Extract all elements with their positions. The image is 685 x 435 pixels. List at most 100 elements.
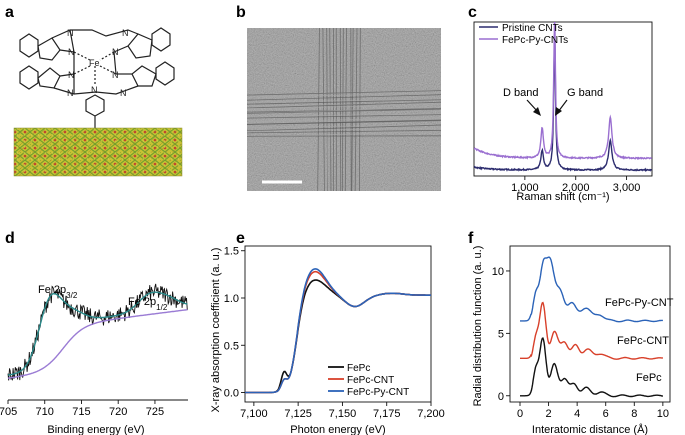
xanes-legend-entry: FePc [347,363,370,374]
tube-wall-line [247,127,441,132]
n-atom-label: N [68,70,75,80]
tube-wall-line [247,113,441,117]
tube-wall-line [247,124,441,132]
tube-wall-line [247,129,441,134]
panel-e-label: e [236,230,245,247]
raman-series-line [474,34,652,172]
rdf-series-label: FePc-Py-CNT [605,297,674,309]
rdf-series-line [520,301,664,360]
xanes-series-line [245,268,431,394]
raman-x-axis-label: Raman shift (cm⁻¹) [516,191,609,203]
xps-x-tick-label: 705 [0,406,17,418]
raman-x-tick-label: 1,000 [511,182,539,194]
xanes-x-tick-label: 7,200 [417,408,445,420]
rdf-x-tick-label: 4 [574,408,580,420]
xanes-legend-entry: FePc-CNT [347,375,394,386]
tube-wall-line [247,118,441,125]
panel-d-label: d [5,230,15,247]
xanes-y-tick-label: 0.0 [224,388,239,400]
xps-background-line [7,309,188,379]
g-band-arrowhead [555,107,562,116]
xanes-series-line [245,270,431,394]
tube-wall-line [341,28,346,191]
tube-wall-line [247,119,441,125]
rdf-series-line [520,256,663,323]
tube-wall-line [247,92,441,98]
d-band-arrowhead [533,107,541,116]
raman-legend-entry: Pristine CNTs [502,23,563,34]
rdf-x-tick-label: 0 [517,408,523,420]
rdf-y-tick-label: 5 [498,328,504,340]
tube-wall-line [247,90,441,96]
panel-c-label: c [468,4,477,21]
rdf-x-tick-label: 2 [546,408,552,420]
fe-2p12-annotation: Fe 2p1/2 [128,296,168,312]
n-atom-label: N [122,28,129,38]
tube-wall-line [247,117,441,123]
tube-wall-line [247,104,441,110]
rdf-y-axis-label: Radial distribution function (a. u.) [472,246,484,407]
raman-chart: 1,000 2,000 3,000 Raman shift (cm⁻¹) Prist… [473,21,653,203]
xps-x-axis-label: Binding energy (eV) [47,424,144,435]
xanes-x-tick-label: 7,125 [284,408,312,420]
n-atom-label: N [68,47,75,57]
rdf-x-axis-label: Interatomic distance (Å) [532,423,648,435]
xps-data-line [7,283,188,381]
tube-wall-line [341,28,344,191]
xanes-x-axis-label: Photon energy (eV) [290,424,385,435]
panel-b-label: b [236,4,246,21]
xanes-legend-entry: FePc-Py-CNT [347,387,409,398]
rdf-series-line [520,337,663,398]
rdf-series-label: FePc [636,372,662,384]
panel-a-label: a [5,4,14,21]
n-atom-label: N [91,85,98,95]
xanes-y-axis-label: X-ray absorption coefficient (a. u.) [210,248,222,413]
tube-wall-line [247,114,441,119]
xps-fit-line [7,291,188,376]
xanes-x-tick-label: 7,175 [373,408,401,420]
g-band-annotation: G band [567,87,603,99]
xanes-chart: 7,100 7,125 7,150 7,175 7,200 0.0 0.5 1.0 1.5 Ph… [210,245,445,435]
tube-wall-line [247,102,441,107]
rdf-y-tick-label: 0 [498,391,504,403]
raman-x-tick-label: 2,000 [562,182,590,194]
xps-x-tick-label: 725 [146,406,164,418]
tem-image [247,28,441,191]
n-atom-label: N [112,70,119,80]
n-atom-label: N [112,47,119,57]
n-atom-label: N [120,88,127,98]
xanes-y-tick-label: 0.5 [224,340,239,352]
n-atom-label: N [67,28,74,38]
d-band-annotation: D band [503,87,538,99]
rdf-x-tick-label: 10 [657,408,669,420]
tube-wall-line [328,28,333,191]
fe-2p32-annotation: Fe 2p3/2 [38,284,78,300]
raman-x-tick-label: 3,000 [613,182,641,194]
tube-wall-line [317,28,320,191]
xanes-series-line [245,279,431,394]
tube-wall-line [247,101,441,109]
molecule-structure [19,27,175,128]
tube-wall-line [247,99,441,103]
xanes-x-tick-label: 7,150 [329,408,357,420]
xanes-y-tick-label: 1.0 [224,293,239,305]
nanotube-bands [247,28,441,191]
tube-wall-line [344,28,347,191]
tube-wall-line [338,28,341,191]
xanes-y-tick-label: 1.5 [224,246,239,258]
carbon-nanotube-lattice [13,127,183,177]
xanes-x-tick-label: 7,100 [240,408,268,420]
rdf-series-label: FePc-CNT [617,335,669,347]
tube-wall-line [351,28,354,191]
rdf-chart: 0 2 4 6 8 10 0 5 10 Interatomic distance (Å) Rad… [472,245,674,435]
raman-legend-entry: FePc-Py-CNTs [502,35,568,46]
xps-chart: 705 710 715 720 725 Binding energy (eV) Fe 2… [0,283,188,435]
tube-wall-line [247,99,441,105]
n-atom-label: N [67,88,74,98]
xps-x-tick-label: 715 [72,406,90,418]
rdf-x-tick-label: 8 [631,408,637,420]
xps-x-tick-label: 710 [36,406,54,418]
molecule-atom-labels: Fe N N N N N N N N N [67,28,129,98]
rdf-x-tick-label: 6 [603,408,609,420]
